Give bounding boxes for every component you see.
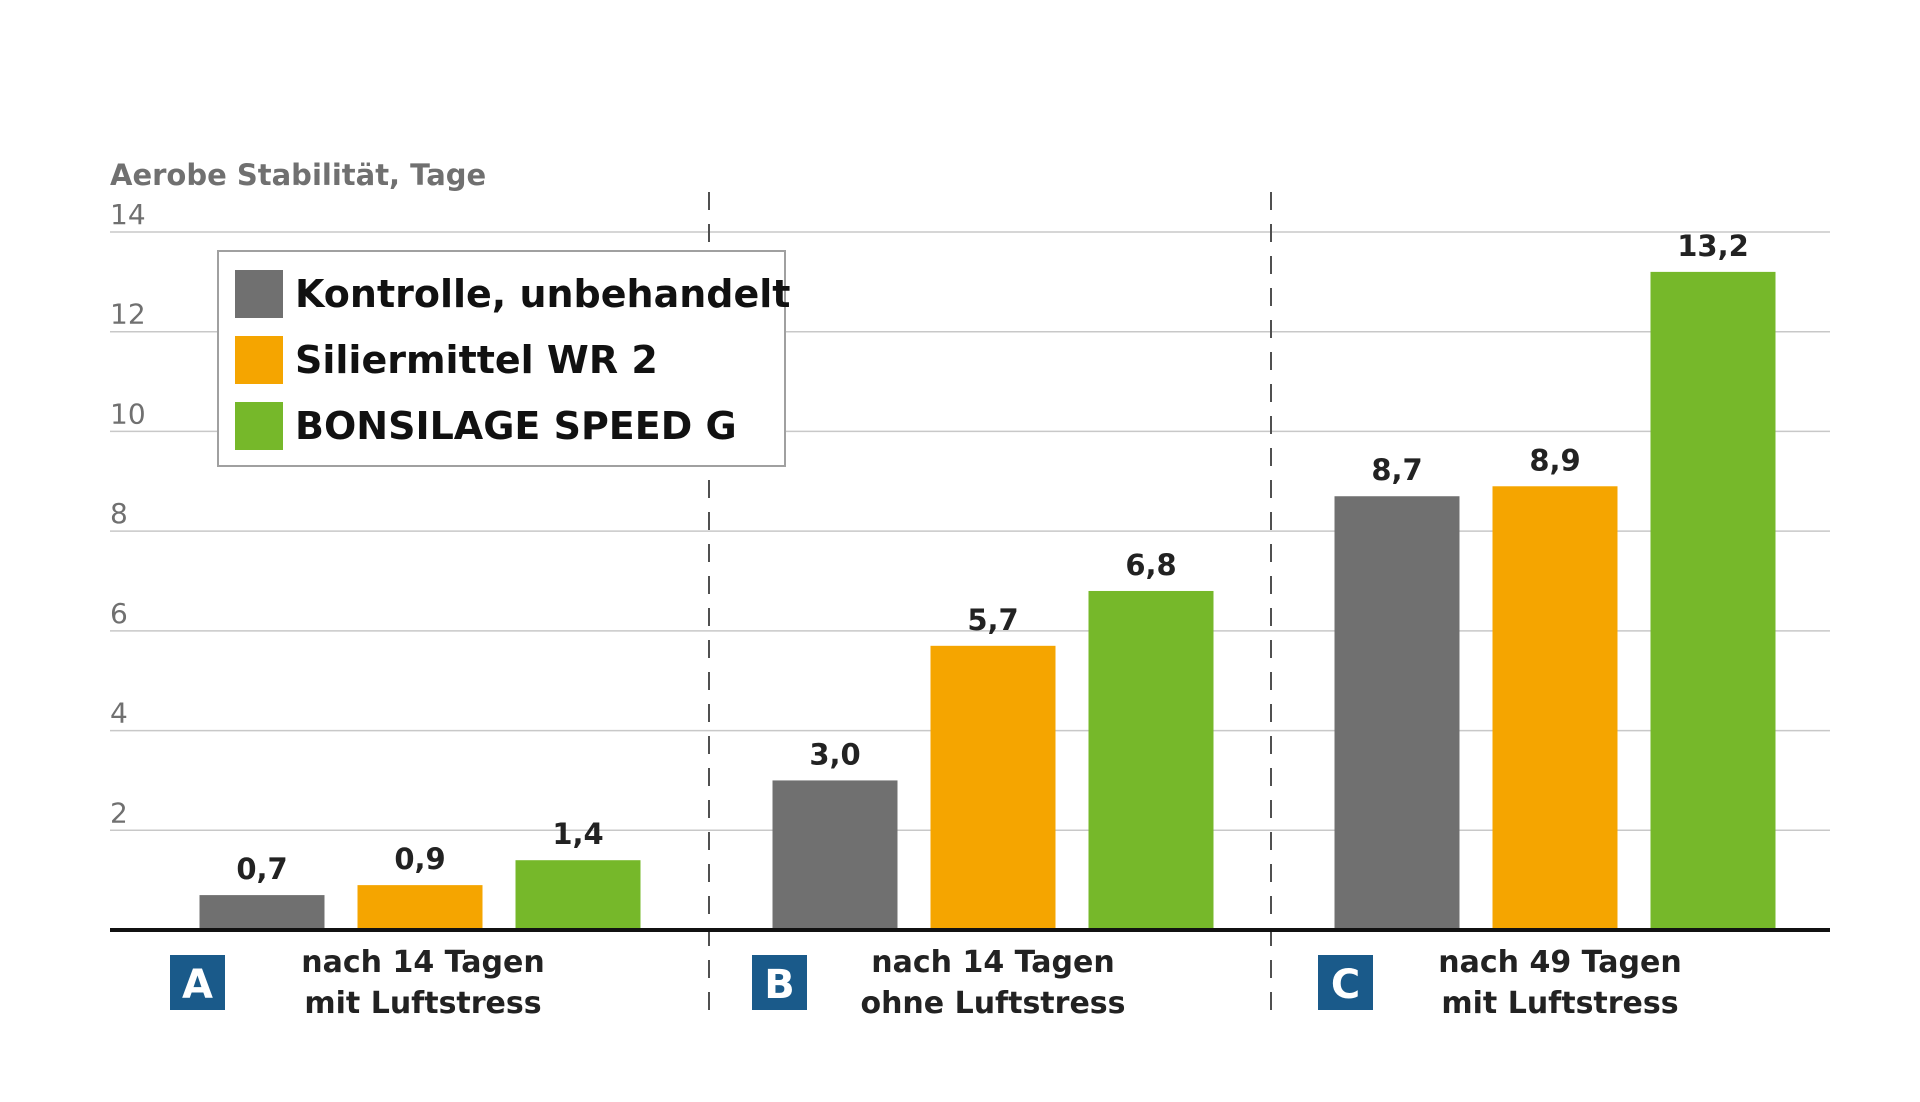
group-label-line1: nach 14 Tagen [871,945,1114,980]
group-badge-c [1318,955,1373,1010]
bar-value-label: 8,9 [1529,443,1580,477]
bar-kontrolle-unbehandelt-b [772,780,898,930]
bar-bonsilage-speed-g-c [1650,271,1776,930]
bar-kontrolle-unbehandelt-a [199,895,325,930]
y-axis-label: Aerobe Stabilität, Tage [110,158,486,192]
group-label-line2: ohne Luftstress [860,986,1125,1021]
bar-value-label: 0,9 [394,842,445,876]
bar-value-label: 8,7 [1371,453,1422,487]
bar-kontrolle-unbehandelt-c [1334,496,1460,930]
y-tick-label: 6 [110,597,128,630]
legend-swatch [235,270,283,318]
bar-bonsilage-speed-g-a [515,860,641,930]
legend-swatch [235,402,283,450]
legend-swatch [235,336,283,384]
y-tick-label: 8 [110,497,128,530]
bar-siliermittel-wr-2-a [357,885,483,930]
group-label-line2: mit Luftstress [1441,986,1678,1021]
group-label-line1: nach 49 Tagen [1438,945,1681,980]
legend-box [217,250,786,467]
bar-siliermittel-wr-2-c [1492,486,1618,930]
y-tick-label: 4 [110,697,128,730]
y-tick-label: 14 [110,198,146,231]
y-tick-label: 2 [110,796,128,829]
y-tick-label: 10 [110,397,146,430]
group-badge-letter: A [182,962,213,1008]
bar-bonsilage-speed-g-b [1088,590,1214,930]
bar-value-label: 5,7 [967,603,1018,637]
group-badge-a [170,955,225,1010]
bar-value-label: 0,7 [236,852,287,886]
group-label-line2: mit Luftstress [304,986,541,1021]
bar-value-label: 13,2 [1677,229,1749,263]
bar-value-label: 1,4 [552,817,603,851]
group-badge-letter: B [764,962,795,1008]
bar-value-label: 6,8 [1125,548,1176,582]
bar-value-label: 3,0 [809,737,860,771]
group-badge-b [752,955,807,1010]
group-label-line1: nach 14 Tagen [301,945,544,980]
bar-siliermittel-wr-2-b [930,645,1056,930]
legend-label: Siliermittel WR 2 [295,338,658,382]
legend-label: BONSILAGE SPEED G [295,404,737,448]
legend-label: Kontrolle, unbehandelt [295,272,790,316]
group-badge-letter: C [1331,962,1360,1008]
y-tick-label: 12 [110,298,146,331]
